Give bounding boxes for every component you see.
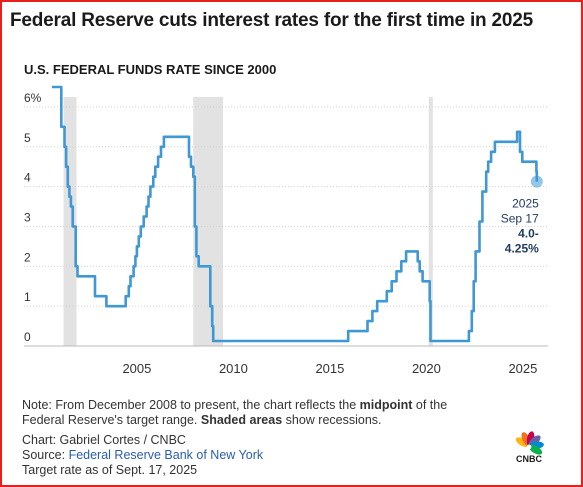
annotation-value: 4.0- bbox=[518, 227, 539, 241]
recession-band-3 bbox=[428, 97, 433, 346]
recession-bands bbox=[63, 97, 433, 346]
peacock-feather bbox=[528, 444, 543, 455]
y-tick-label: 2 bbox=[24, 250, 31, 264]
cnbc-wordmark: CNBC bbox=[516, 454, 542, 464]
grid-lines bbox=[24, 106, 548, 347]
annotation-text: 2025 bbox=[512, 197, 539, 211]
recession-band-2 bbox=[193, 97, 223, 346]
source-link[interactable]: Federal Reserve Bank of New York bbox=[68, 448, 264, 462]
annotation-value: 4.25% bbox=[505, 242, 539, 256]
x-tick-label: 2020 bbox=[412, 361, 441, 376]
x-axis-labels: 2005 2010 2015 2020 2025 bbox=[122, 361, 537, 376]
y-tick-label: 6% bbox=[24, 91, 42, 105]
x-tick-label: 2025 bbox=[508, 361, 537, 376]
current-rate-dot bbox=[530, 175, 543, 188]
y-tick-label: 0 bbox=[24, 330, 31, 344]
y-axis-labels: 6% 5 4 3 2 1 0 bbox=[24, 91, 42, 344]
footnote: Note: From December 2008 to present, the… bbox=[22, 398, 448, 427]
chart-subtitle: U.S. FEDERAL FUNDS RATE SINCE 2000 bbox=[24, 62, 277, 77]
annotation-text: Sep 17 bbox=[501, 212, 539, 226]
x-tick-label: 2005 bbox=[122, 361, 151, 376]
cnbc-logo: CNBC bbox=[515, 431, 544, 464]
chart-credit: Chart: Gabriel Cortes / CNBC bbox=[22, 433, 186, 447]
y-tick-label: 5 bbox=[24, 131, 31, 145]
target-rate-date: Target rate as of Sept. 17, 2025 bbox=[22, 463, 198, 477]
y-tick-label: 4 bbox=[24, 171, 31, 185]
y-tick-label: 1 bbox=[24, 290, 31, 304]
x-tick-label: 2015 bbox=[315, 361, 344, 376]
footnote-bold-midpoint: midpoint bbox=[359, 398, 413, 412]
source-line: Source: Federal Reserve Bank of New York bbox=[22, 448, 264, 462]
peacock-body bbox=[526, 444, 532, 450]
fed-funds-rate-line bbox=[52, 85, 539, 343]
y-tick-label: 3 bbox=[24, 210, 31, 224]
headline: Federal Reserve cuts interest rates for … bbox=[10, 10, 533, 31]
x-tick-label: 2010 bbox=[219, 361, 248, 376]
footnote-bold-shaded: Shaded areas bbox=[200, 413, 283, 427]
nbc-peacock-icon bbox=[515, 431, 544, 455]
